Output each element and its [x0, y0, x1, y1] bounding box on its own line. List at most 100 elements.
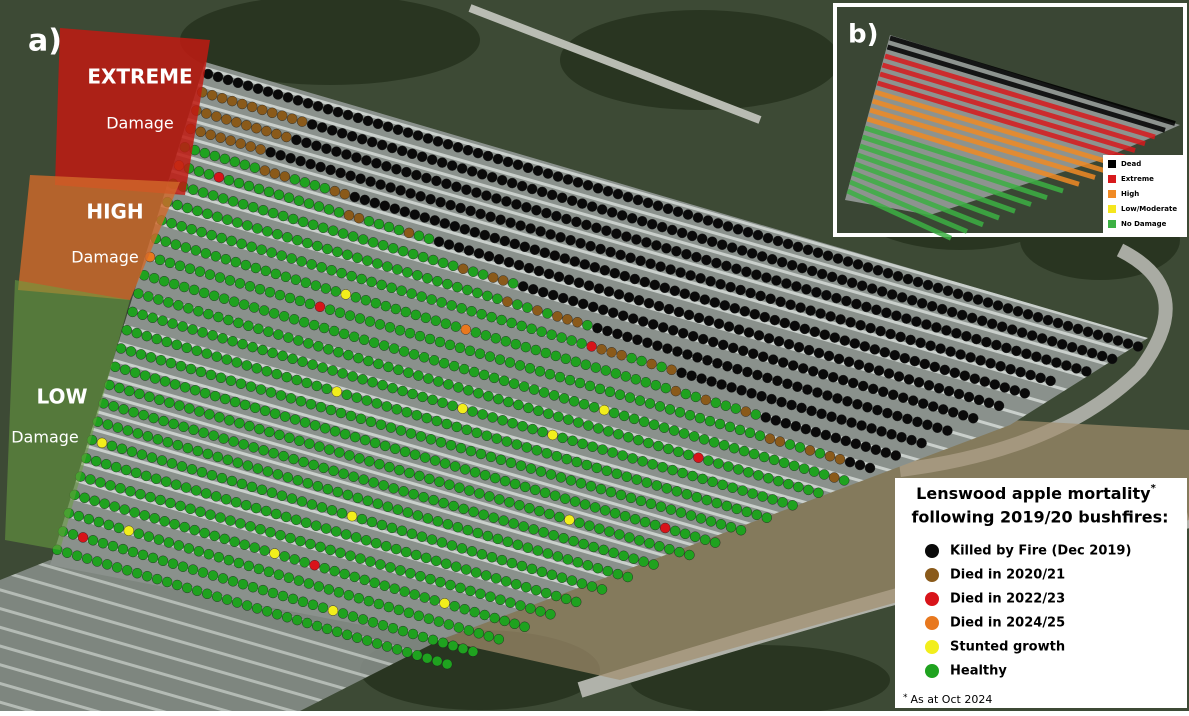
tree-dot — [649, 560, 659, 570]
tree-dot — [228, 196, 238, 206]
tree-dot — [405, 568, 415, 578]
tree-dot — [593, 563, 603, 573]
tree-dot — [628, 453, 638, 463]
tree-dot — [391, 164, 401, 174]
tree-dot — [878, 387, 888, 397]
legend: Lenswood apple mortality* following 2019… — [895, 478, 1187, 708]
tree-dot — [917, 298, 927, 308]
tree-dot — [656, 262, 666, 272]
tree-dot — [101, 459, 111, 469]
tree-dot — [1047, 336, 1057, 346]
tree-dot — [176, 361, 186, 371]
tree-dot — [927, 301, 937, 311]
tree-dot — [348, 371, 358, 381]
tree-dot — [358, 374, 368, 384]
tree-dot — [672, 347, 682, 357]
tree-dot — [478, 409, 488, 419]
tree-dot — [521, 202, 531, 212]
tree-dot — [213, 72, 223, 82]
tree-dot — [284, 573, 294, 583]
tree-dot — [721, 401, 731, 411]
tree-dot — [316, 402, 326, 412]
tree-dot — [532, 306, 542, 316]
tree-dot — [167, 218, 177, 228]
tree-dot — [438, 258, 448, 268]
tree-dot — [776, 297, 786, 307]
tree-dot — [152, 574, 162, 584]
tree-dot — [281, 272, 291, 282]
tree-dot — [331, 527, 341, 537]
tree-dot — [456, 443, 466, 453]
tree-dot — [414, 231, 424, 241]
tree-dot — [910, 356, 920, 366]
tree-dot — [702, 495, 712, 505]
tree-dot — [1033, 312, 1043, 322]
tree-dot — [599, 545, 609, 555]
tree-dot — [250, 543, 260, 553]
tree-dot — [263, 467, 273, 477]
tree-dot — [329, 466, 339, 476]
tree-dot — [764, 333, 774, 343]
tree-dot — [251, 503, 261, 513]
tree-dot — [642, 338, 652, 348]
tree-dot — [444, 240, 454, 250]
tree-dot — [637, 216, 647, 226]
tree-dot — [621, 232, 631, 242]
tree-dot — [567, 196, 577, 206]
tree-dot — [1046, 376, 1056, 386]
tree-dot — [172, 200, 182, 210]
tree-dot — [199, 428, 209, 438]
tree-dot — [503, 537, 513, 547]
tree-dot — [270, 549, 280, 559]
tree-dot — [528, 424, 538, 434]
tree-dot — [484, 251, 494, 261]
tree-dot — [178, 322, 188, 332]
tree-dot — [272, 609, 282, 619]
tree-dot — [496, 455, 506, 465]
tree-dot — [397, 146, 407, 156]
tree-dot — [723, 221, 733, 231]
tree-dot — [973, 295, 983, 305]
tree-dot — [171, 240, 181, 250]
tree-dot — [238, 579, 248, 589]
tree-dot — [371, 538, 381, 548]
tree-dot — [297, 117, 307, 127]
tree-dot — [177, 221, 187, 231]
tree-dot — [936, 344, 946, 354]
tree-dot — [676, 268, 686, 278]
tree-dot — [294, 196, 304, 206]
tree-dot — [112, 562, 122, 572]
legend-label: Healthy — [950, 664, 1007, 679]
tree-dot — [417, 152, 427, 162]
tree-dot — [214, 412, 224, 422]
tree-dot — [786, 300, 796, 310]
tree-dot — [635, 396, 645, 406]
tree-dot — [660, 523, 670, 533]
tree-dot — [464, 246, 474, 256]
tree-dot — [706, 276, 716, 286]
tree-dot — [476, 449, 486, 459]
tree-dot — [352, 633, 362, 643]
tree-dot — [401, 307, 411, 317]
tree-dot — [480, 470, 490, 480]
tree-dot — [430, 456, 440, 466]
zone-level: EXTREME — [87, 65, 192, 89]
tree-dot — [573, 177, 583, 187]
tree-dot — [642, 478, 652, 488]
tree-dot — [233, 458, 243, 468]
tree-dot — [917, 438, 927, 448]
tree-dot — [412, 410, 422, 420]
tree-dot — [102, 559, 112, 569]
tree-dot — [261, 126, 271, 136]
tree-dot — [312, 381, 322, 391]
tree-dot — [542, 308, 552, 318]
tree-dot — [192, 206, 202, 216]
tree-dot — [765, 434, 775, 444]
tree-dot — [546, 229, 556, 239]
tree-dot — [552, 311, 562, 321]
tree-dot — [652, 481, 662, 491]
tree-dot — [823, 251, 833, 261]
tree-dot — [948, 407, 958, 417]
tree-dot — [204, 409, 214, 419]
tree-dot — [920, 359, 930, 369]
